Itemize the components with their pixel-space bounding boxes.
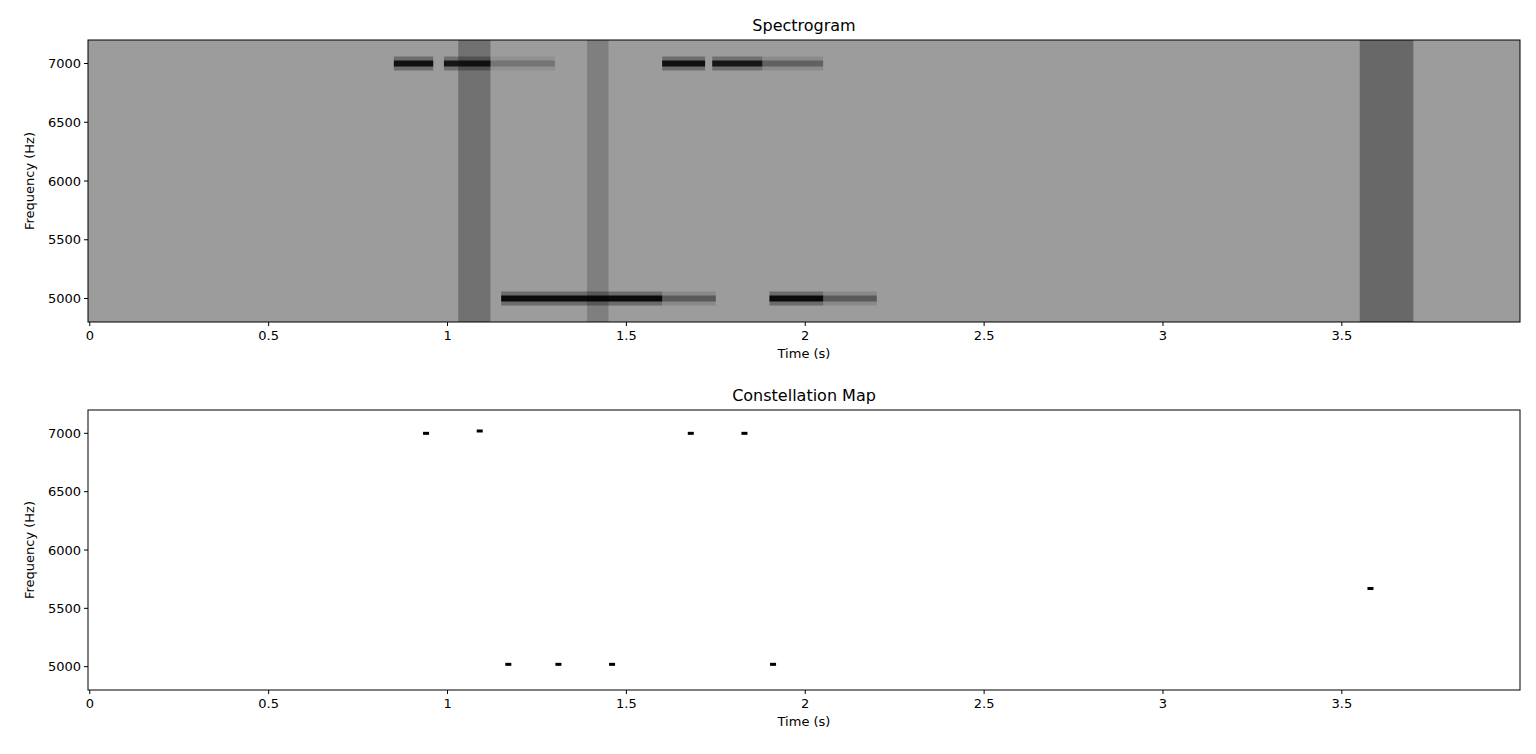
- y-tick-label: 6500: [48, 115, 81, 130]
- tone-halo: [712, 57, 762, 71]
- tone-halo: [662, 292, 716, 306]
- x-tick: [1162, 322, 1163, 326]
- x-tick-label: 1.5: [616, 696, 637, 711]
- y-tick-label: 5500: [48, 601, 81, 616]
- title: Constellation Map: [732, 386, 876, 405]
- y-tick-label: 5500: [48, 232, 81, 247]
- tone: [769, 296, 823, 302]
- x-axis-label: Time (s): [777, 714, 831, 729]
- x-tick-label: 2: [801, 696, 809, 711]
- y-tick-label: 5000: [48, 659, 81, 674]
- x-tick: [1341, 322, 1342, 326]
- y-tick: [84, 63, 88, 64]
- plot-area: [423, 430, 1373, 666]
- axes-frame: [88, 40, 1520, 322]
- tone: [490, 61, 554, 67]
- y-tick: [84, 666, 88, 667]
- tone-halo: [501, 292, 662, 306]
- x-tick-label: 2.5: [974, 328, 995, 343]
- y-tick: [84, 550, 88, 551]
- axes-frame: [88, 410, 1520, 690]
- tone-halo: [769, 292, 823, 306]
- y-tick: [84, 491, 88, 492]
- x-tick: [984, 690, 985, 694]
- tone: [823, 296, 877, 302]
- tone: [712, 61, 762, 67]
- tone-halo: [662, 57, 705, 71]
- x-tick-label: 0.5: [258, 328, 279, 343]
- x-tick-label: 3: [1159, 696, 1167, 711]
- peak-point: [477, 430, 483, 433]
- x-tick-label: 3.5: [1332, 328, 1353, 343]
- tone: [444, 61, 491, 67]
- tone-halo: [490, 57, 554, 71]
- burst: [458, 40, 490, 322]
- y-tick-label: 6500: [48, 484, 81, 499]
- x-tick: [89, 322, 90, 326]
- peak-point: [423, 432, 429, 435]
- y-tick-label: 5000: [48, 291, 81, 306]
- x-tick-label: 1: [443, 328, 451, 343]
- y-tick: [84, 608, 88, 609]
- x-tick: [984, 322, 985, 326]
- tone: [394, 61, 433, 67]
- x-tick-label: 1.5: [616, 328, 637, 343]
- x-tick: [268, 322, 269, 326]
- x-tick-label: 0.5: [258, 696, 279, 711]
- tone: [501, 296, 662, 302]
- y-tick: [84, 181, 88, 182]
- burst: [587, 40, 608, 322]
- x-tick: [626, 690, 627, 694]
- x-axis-label: Time (s): [777, 346, 831, 361]
- peak-point: [505, 663, 511, 666]
- y-tick: [84, 239, 88, 240]
- y-tick-label: 6000: [48, 543, 81, 558]
- x-tick-label: 2: [801, 328, 809, 343]
- peak-point: [770, 663, 776, 666]
- x-tick-label: 3.5: [1332, 696, 1353, 711]
- x-tick: [447, 690, 448, 694]
- tone: [762, 61, 823, 67]
- figure: 0 0.5 1 1.5 2 2.5 3 3.5 5000 5500 6000 6500 7000 Spec…: [0, 0, 1536, 754]
- x-tick: [89, 690, 90, 694]
- x-tick: [447, 322, 448, 326]
- background-noise: [88, 40, 1520, 322]
- tone-halo: [394, 57, 433, 71]
- y-tick-label: 7000: [48, 426, 81, 441]
- x-tick-label: 1: [443, 696, 451, 711]
- peak-point: [741, 432, 747, 435]
- x-tick-label: 0: [86, 328, 94, 343]
- x-tick: [805, 690, 806, 694]
- title: Spectrogram: [752, 16, 855, 35]
- tone-halo: [444, 57, 491, 71]
- peak-point: [555, 663, 561, 666]
- x-tick-label: 0: [86, 696, 94, 711]
- tone: [662, 61, 705, 67]
- peak-point: [609, 663, 615, 666]
- tone: [662, 296, 716, 302]
- x-tick: [268, 690, 269, 694]
- y-axis-label: Frequency (Hz): [22, 501, 37, 599]
- y-tick-label: 6000: [48, 174, 81, 189]
- tone-halo: [823, 292, 877, 306]
- y-tick: [84, 298, 88, 299]
- x-tick-label: 3: [1159, 328, 1167, 343]
- burst: [1360, 40, 1414, 322]
- x-tick-label: 2.5: [974, 696, 995, 711]
- y-tick: [84, 433, 88, 434]
- plot-area: [88, 40, 1520, 322]
- x-tick: [1341, 690, 1342, 694]
- y-tick-label: 7000: [48, 56, 81, 71]
- y-axis-label: Frequency (Hz): [22, 132, 37, 230]
- x-tick: [626, 322, 627, 326]
- tone-halo: [762, 57, 823, 71]
- x-tick: [1162, 690, 1163, 694]
- peak-point: [688, 432, 694, 435]
- peak-point: [1367, 587, 1373, 590]
- y-tick: [84, 122, 88, 123]
- x-tick: [805, 322, 806, 326]
